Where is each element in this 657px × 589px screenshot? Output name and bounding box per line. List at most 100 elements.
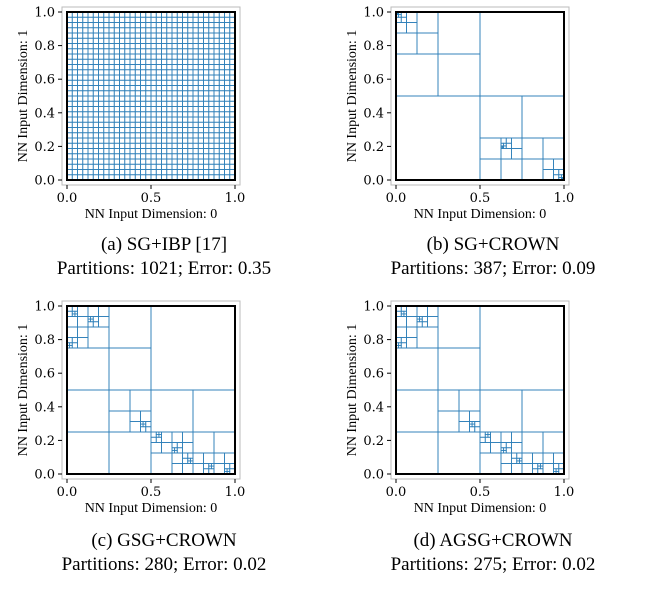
partition-cell — [182, 53, 189, 60]
partition-cell — [218, 58, 225, 65]
partition-cell — [171, 58, 178, 65]
partition-cell — [92, 132, 99, 139]
partition-cell — [192, 79, 199, 86]
partition-cell — [203, 48, 210, 55]
partition-cell — [197, 169, 204, 176]
partition-cell — [500, 463, 512, 475]
partition-cell — [176, 132, 183, 139]
partition-cell — [213, 463, 225, 475]
partition-cell — [416, 321, 423, 328]
partition-cell — [197, 100, 204, 107]
partition-cell — [213, 79, 220, 86]
partition-cell — [213, 127, 220, 134]
partition-cell — [161, 106, 168, 113]
partition-cell — [187, 48, 194, 55]
partition-cell — [108, 121, 115, 128]
partition-cell — [103, 32, 110, 39]
partition-cell — [182, 116, 189, 123]
partition-cell — [150, 69, 157, 76]
partition-cell — [213, 37, 220, 44]
partition-cell — [155, 27, 162, 34]
partition-cell — [224, 116, 231, 123]
partition-cell — [218, 90, 225, 97]
partition-cell — [134, 163, 141, 170]
partition-cell — [182, 463, 194, 475]
partition-cell — [187, 132, 194, 139]
partition-cell — [113, 74, 120, 81]
partition-cell — [203, 452, 215, 464]
partition-cell — [166, 79, 173, 86]
partition-cell — [171, 452, 183, 464]
partition-cell — [92, 121, 99, 128]
partition-cell — [155, 53, 162, 60]
partition-cell — [171, 79, 178, 86]
partition-cell — [161, 111, 168, 118]
partition-cell — [77, 85, 84, 92]
partition-cell — [150, 436, 157, 443]
partition-cell — [161, 90, 168, 97]
partition-cell — [129, 48, 136, 55]
partition-cell — [208, 79, 215, 86]
partition-cell — [71, 32, 78, 39]
partition-cell — [98, 137, 105, 144]
partition-cell — [213, 53, 220, 60]
stats-a: Partitions: 1021; Error: 0.35 — [56, 258, 272, 279]
partition-cell — [208, 43, 215, 50]
partition-cell — [176, 142, 183, 149]
partition-cell — [192, 53, 199, 60]
partition-cell — [113, 127, 120, 134]
partition-cell — [150, 153, 157, 160]
partition-cell — [479, 305, 565, 391]
partition-cell — [140, 48, 147, 55]
partition-cell — [208, 153, 215, 160]
partition-cell — [192, 43, 199, 50]
partition-cell — [542, 463, 554, 475]
partition-cell — [71, 27, 78, 34]
partition-cell — [150, 53, 157, 60]
y-tick-label: 0.2 — [34, 140, 55, 155]
partition-cell — [71, 64, 78, 71]
partition-cell — [108, 58, 115, 65]
partition-cell — [103, 169, 110, 176]
partition-cell — [203, 74, 210, 81]
partition-cell — [395, 95, 481, 181]
partition-cell — [171, 106, 178, 113]
domain-boundary — [395, 305, 565, 475]
partition-cell — [103, 137, 110, 144]
partition-cell — [203, 169, 210, 176]
partition-cell — [203, 32, 210, 39]
partition-cell — [150, 127, 157, 134]
partition-cell — [187, 27, 194, 34]
partition-cell — [134, 158, 141, 165]
partition-cell — [140, 85, 147, 92]
partition-cell — [66, 326, 78, 338]
partition-cell — [421, 321, 428, 328]
partition-cell — [197, 74, 204, 81]
partition-cell — [187, 74, 194, 81]
partition-cell — [77, 121, 84, 128]
partition-cell — [92, 16, 99, 23]
partition-cell — [208, 69, 215, 76]
partition-cell — [213, 100, 220, 107]
partition-cell — [124, 90, 131, 97]
partition-cell — [203, 95, 210, 102]
partition-cell — [77, 142, 84, 149]
partition-cell — [155, 95, 162, 102]
partition-cell — [119, 79, 126, 86]
partition-cell — [203, 27, 210, 34]
x-tick-label: 1.0 — [225, 191, 246, 206]
partition-cell — [108, 137, 115, 144]
partition-cell — [224, 158, 231, 165]
partition-cell — [87, 69, 94, 76]
partition-cell — [129, 106, 136, 113]
partition-cell — [82, 142, 89, 149]
partition-cell — [187, 163, 194, 170]
x-tick-label: 0.0 — [386, 485, 407, 500]
partition-cell — [82, 153, 89, 160]
stats-c: Partitions: 280; Error: 0.02 — [61, 554, 267, 575]
partition-cell — [197, 64, 204, 71]
partition-cell — [103, 48, 110, 55]
partition-cell — [479, 442, 491, 454]
partition-cell — [77, 163, 84, 170]
partition-cell — [145, 163, 152, 170]
